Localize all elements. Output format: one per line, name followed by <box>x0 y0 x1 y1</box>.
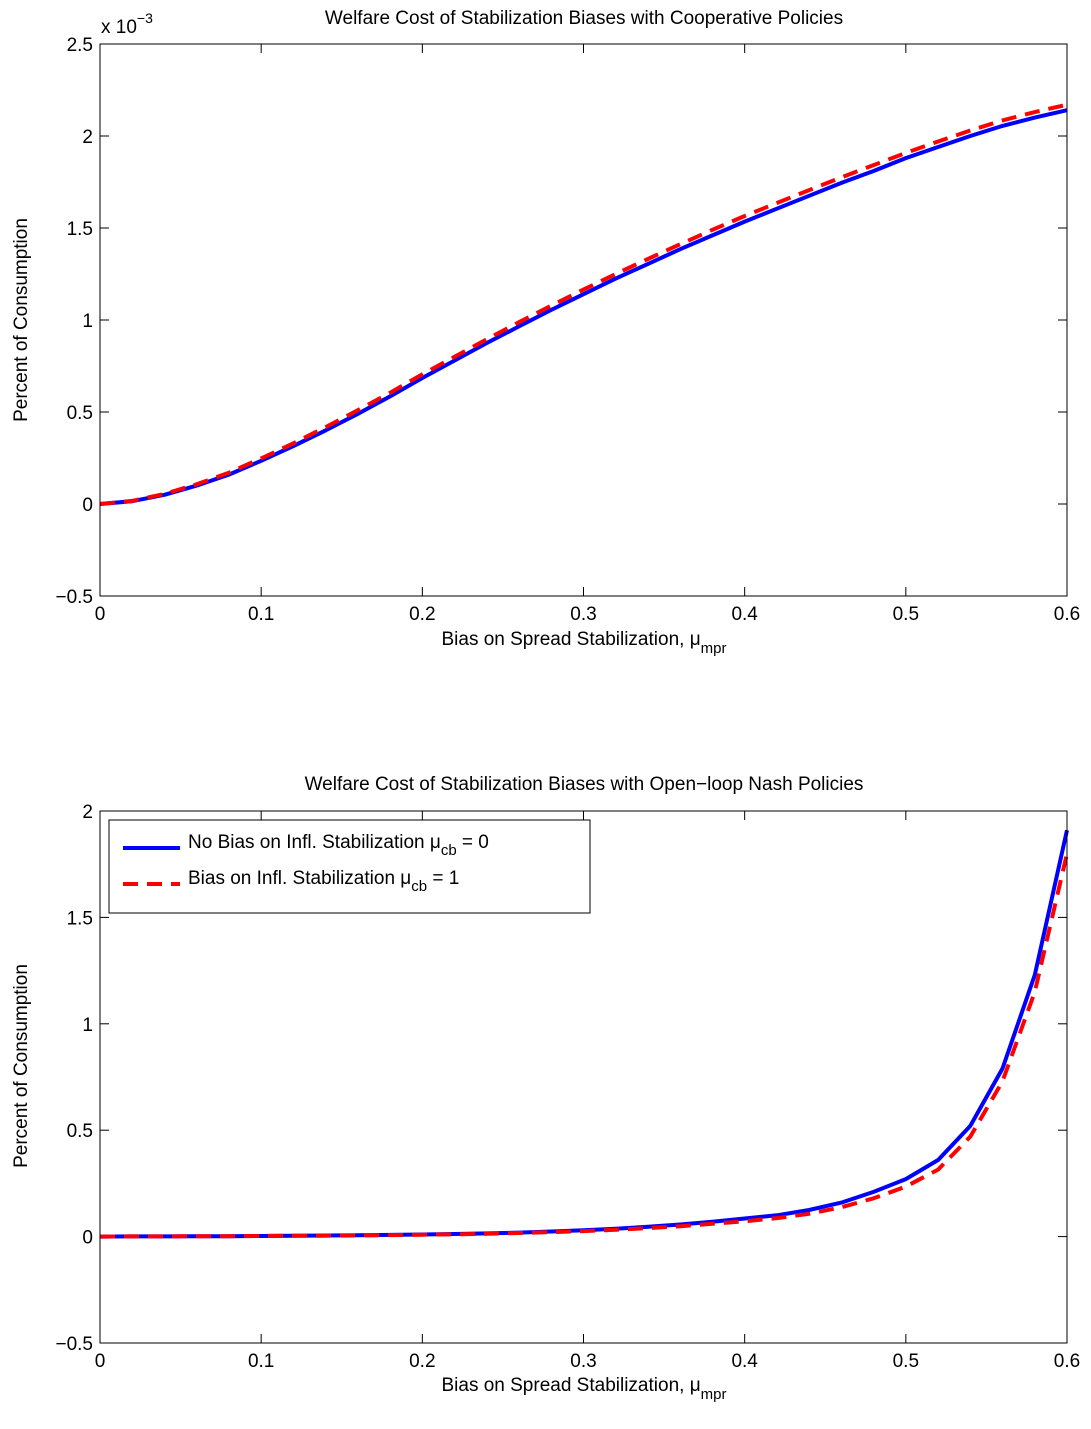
lines-layer <box>99 829 1069 1239</box>
legend-entry-bias: Bias on Infl. Stabilization μcb = 1 <box>188 868 459 895</box>
y-axis-label: Percent of Consumption <box>11 964 32 1168</box>
x-axis-label-subscript: mpr <box>701 1386 727 1403</box>
y-tick-label: 2 <box>82 802 93 823</box>
x-axis-label: Bias on Spread Stabilization, μmpr <box>441 1375 726 1403</box>
x-tick-label: 0.2 <box>409 604 435 625</box>
legend-tail: = 0 <box>457 832 489 853</box>
y-axis-label: Percent of Consumption <box>11 218 32 422</box>
ticks-layer: 0 0.1 0.2 0.3 0.4 0.5 0.6−0.500.511.52 <box>55 802 1080 1372</box>
x-axis-label-text: Bias on Spread Stabilization, <box>441 629 689 650</box>
x-tick-label: 0.3 <box>570 1351 596 1372</box>
exponent-power: −3 <box>137 10 153 26</box>
x-tick-label: 0.6 <box>1054 1351 1080 1372</box>
x-tick-label: 0.6 <box>1054 604 1080 625</box>
y-tick-label: 2 <box>82 127 93 148</box>
x-tick-label: 0 <box>95 604 106 625</box>
cooperative-chart: Welfare Cost of Stabilization Biases wit… <box>11 8 1080 657</box>
x-tick-label: 0.4 <box>731 1351 758 1372</box>
y-tick-label: 1 <box>82 311 93 332</box>
legend-entry-no-bias: No Bias on Infl. Stabilization μcb = 0 <box>188 832 489 859</box>
y-axis-exponent: x 10−3 <box>101 10 153 38</box>
series-line-dashed <box>99 853 1069 1239</box>
series-line-dashed <box>99 102 1068 506</box>
y-tick-label: 1.5 <box>67 219 93 240</box>
x-tick-label: 0.1 <box>248 1351 274 1372</box>
legend-box <box>108 819 591 914</box>
y-tick-label: 1.5 <box>67 908 93 929</box>
x-axis-label-greek: μ <box>690 629 701 650</box>
y-tick-label: 1 <box>82 1015 93 1036</box>
legend-greek: μ <box>400 868 411 889</box>
chart-title: Welfare Cost of Stabilization Biases wit… <box>325 8 843 29</box>
y-tick-label: 2.5 <box>67 35 93 56</box>
lines-layer <box>99 102 1068 506</box>
legend: No Bias on Infl. Stabilization μcb = 0 B… <box>108 819 591 914</box>
y-tick-label: 0.5 <box>67 1121 93 1142</box>
exponent-base: x 10 <box>101 17 137 38</box>
legend-tail: = 1 <box>427 868 459 889</box>
series-line-solid <box>99 108 1068 506</box>
x-axis-label: Bias on Spread Stabilization, μmpr <box>441 629 726 657</box>
x-tick-label: 0.3 <box>570 604 596 625</box>
plot-frame <box>99 43 1068 597</box>
legend-greek: μ <box>430 832 441 853</box>
plot-frame <box>99 810 1068 1344</box>
x-tick-label: 0.5 <box>893 1351 919 1372</box>
ticks-layer: 0 0.1 0.2 0.3 0.4 0.5 0.6−0.500.511.522.5 <box>55 35 1080 625</box>
chart-title: Welfare Cost of Stabilization Biases wit… <box>305 774 864 795</box>
y-tick-label: −0.5 <box>55 587 93 608</box>
x-tick-label: 0.2 <box>409 1351 435 1372</box>
x-tick-label: 0.1 <box>248 604 274 625</box>
x-axis-label-greek: μ <box>690 1375 701 1396</box>
x-tick-label: 0.5 <box>893 604 919 625</box>
legend-subscript: cb <box>441 842 457 859</box>
x-axis-label-subscript: mpr <box>701 640 727 657</box>
legend-text: Bias on Infl. Stabilization <box>188 868 400 889</box>
legend-text: No Bias on Infl. Stabilization <box>188 832 430 853</box>
y-tick-label: −0.5 <box>55 1334 93 1355</box>
y-tick-label: 0 <box>82 495 93 516</box>
y-tick-label: 0 <box>82 1228 93 1249</box>
x-axis-label-text: Bias on Spread Stabilization, <box>441 1375 689 1396</box>
legend-subscript: cb <box>411 878 427 895</box>
y-tick-label: 0.5 <box>67 403 93 424</box>
x-tick-label: 0 <box>95 1351 106 1372</box>
x-tick-label: 0.4 <box>731 604 758 625</box>
open-loop-nash-chart: Welfare Cost of Stabilization Biases wit… <box>11 774 1080 1403</box>
